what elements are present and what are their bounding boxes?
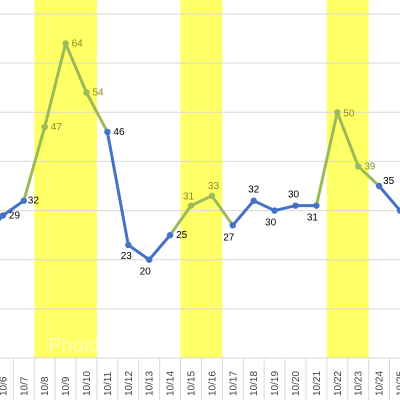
line-segment [377,184,400,213]
line-segment [126,243,151,262]
x-tick-label: 10/25 [396,371,400,396]
data-point [229,222,236,229]
x-tick-label: 10/21 [312,371,323,396]
line-segment [43,41,68,129]
x-tick-label: 10/11 [103,371,114,396]
x-tick-label: 10/6 [0,376,9,396]
line-segment [231,199,256,227]
line-segment [252,199,277,213]
line-segment [64,41,88,95]
data-point [292,202,299,209]
data-label: 31 [183,192,195,203]
data-point [125,241,132,249]
data-point [0,212,7,219]
x-tick-label: 10/18 [249,371,260,396]
data-point [375,182,383,190]
data-label: 50 [343,108,355,119]
gridlines [0,13,400,400]
line-segment [22,125,47,203]
data-label: 31 [307,213,319,224]
data-point [20,197,27,204]
data-point [41,123,48,131]
line-segment [0,213,5,222]
line-segment [1,199,26,217]
watermark: Photo by [48,335,127,357]
data-point [208,192,216,200]
data-point [146,256,153,263]
highlight-band [180,0,223,358]
x-tick-label: 10/23 [354,371,365,396]
x-tick-label: 10/15 [187,371,198,396]
highlight-band [326,0,369,358]
data-label: 20 [140,267,152,278]
data-point [271,207,278,214]
line-segment [105,130,130,247]
data-label: 27 [223,232,235,243]
data-label: 54 [93,88,105,99]
highlight-band [34,0,97,358]
x-tick-label: 10/9 [61,376,72,396]
line-segment [210,194,235,227]
series-lines [0,41,400,262]
data-label: 47 [51,122,63,133]
line-segment [314,110,339,208]
data-point [355,163,362,170]
data-label: 30 [265,218,277,229]
x-tick-label: 10/8 [40,376,51,396]
data-label: 39 [364,161,376,172]
line-segment [85,91,109,134]
line-segment [335,110,360,168]
data-label: 23 [121,251,133,262]
data-label: 32 [28,196,40,207]
data-point [396,207,400,214]
series-points [0,40,400,263]
data-point [313,202,320,209]
line-segment [147,233,172,262]
data-label: 33 [208,181,220,192]
x-tick-label: 10/22 [333,371,344,396]
line-segment [273,204,297,213]
x-tick-label: 10/17 [228,371,239,396]
data-label: 29 [9,210,21,221]
data-point [104,128,111,136]
data-label: 25 [176,230,188,241]
data-label: 35 [383,176,395,187]
data-point [250,197,257,204]
line-segment [189,194,214,208]
line-segment [356,164,381,188]
watermark-text: Photo by [48,335,127,357]
data-labels: 29 32 47 64 54 46 23 20 25 31 33 27 32 30 30 31 50 39 35 [9,38,395,277]
data-label: 64 [72,38,84,49]
x-tick-label: 10/13 [145,371,156,396]
data-point [187,202,195,209]
data-point [334,109,341,116]
x-tick-label: 10/24 [375,371,386,396]
x-tick-label: 10/12 [124,371,135,396]
data-point [83,89,90,96]
data-point [166,231,174,239]
line-segment [168,204,193,237]
data-point [62,40,69,47]
x-tick-label: 10/16 [207,371,218,396]
x-tick-label: 10/14 [166,371,177,396]
x-tick-label: 10/7 [19,376,30,396]
x-tick-label: 10/20 [291,371,302,396]
x-axis-ticks: 10/6 10/7 10/8 10/9 10/10 10/11 10/12 10/13 10/1… [0,371,400,396]
x-tick-label: 10/10 [82,371,93,396]
data-label: 30 [288,190,300,201]
data-label: 32 [248,185,260,196]
x-tick-label: 10/19 [270,371,281,396]
data-label: 46 [113,127,125,138]
highlight-bands [34,0,369,358]
